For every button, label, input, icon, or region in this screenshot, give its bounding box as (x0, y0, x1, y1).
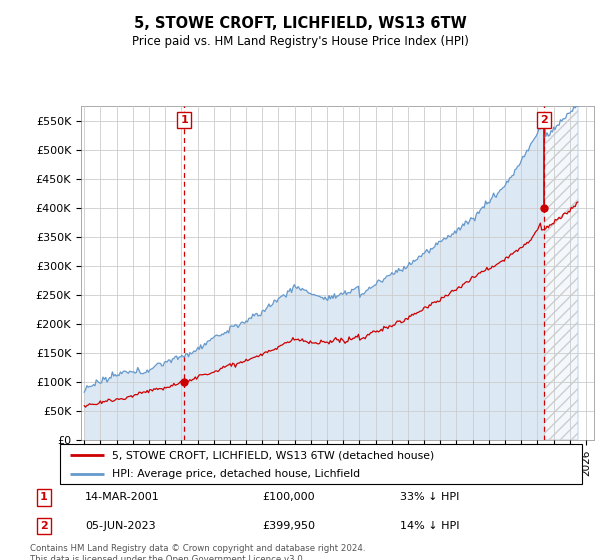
Text: 5, STOWE CROFT, LICHFIELD, WS13 6TW: 5, STOWE CROFT, LICHFIELD, WS13 6TW (134, 16, 466, 31)
Text: 14-MAR-2001: 14-MAR-2001 (85, 492, 160, 502)
Text: £100,000: £100,000 (262, 492, 314, 502)
Text: 33% ↓ HPI: 33% ↓ HPI (400, 492, 459, 502)
Text: 2: 2 (540, 115, 548, 125)
Text: 1: 1 (40, 492, 47, 502)
Text: 05-JUN-2023: 05-JUN-2023 (85, 521, 156, 531)
Text: 2: 2 (40, 521, 47, 531)
Text: 14% ↓ HPI: 14% ↓ HPI (400, 521, 460, 531)
Text: 5, STOWE CROFT, LICHFIELD, WS13 6TW (detached house): 5, STOWE CROFT, LICHFIELD, WS13 6TW (det… (112, 450, 434, 460)
Text: £399,950: £399,950 (262, 521, 315, 531)
Text: 1: 1 (181, 115, 188, 125)
Text: Price paid vs. HM Land Registry's House Price Index (HPI): Price paid vs. HM Land Registry's House … (131, 35, 469, 48)
Text: Contains HM Land Registry data © Crown copyright and database right 2024.
This d: Contains HM Land Registry data © Crown c… (30, 544, 365, 560)
Text: HPI: Average price, detached house, Lichfield: HPI: Average price, detached house, Lich… (112, 469, 361, 479)
